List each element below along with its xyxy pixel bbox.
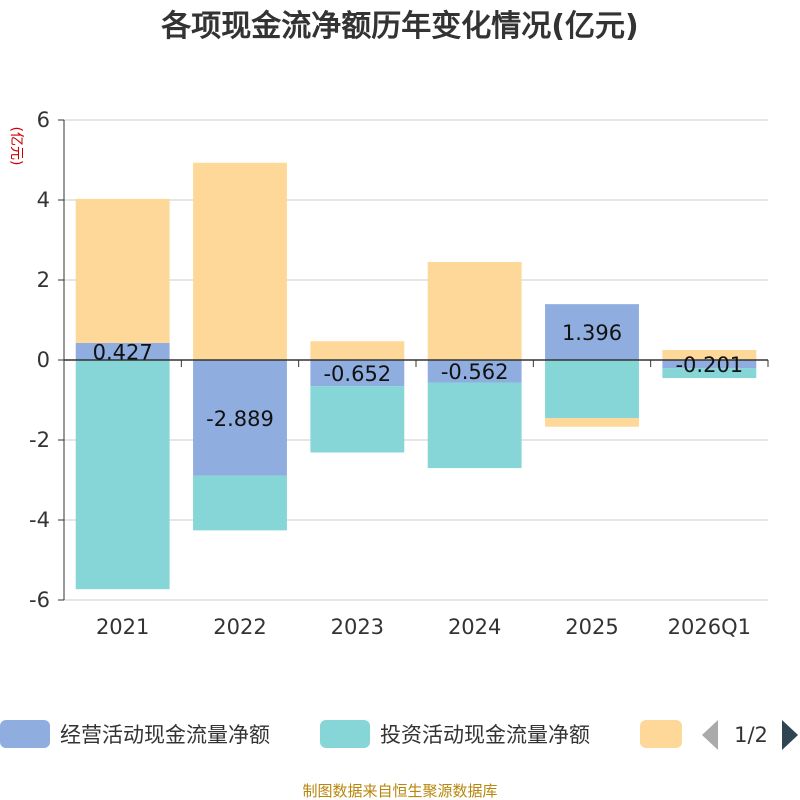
y-tick-label: 2	[37, 268, 50, 292]
legend-label: 经营活动现金流量净额	[60, 723, 270, 747]
x-tick-label: 2026Q1	[668, 615, 751, 639]
chart-title: 各项现金流净额历年变化情况(亿元)	[160, 9, 638, 44]
bar-segment	[193, 360, 287, 476]
y-tick-label: 4	[37, 188, 50, 212]
data-label: -0.652	[323, 362, 391, 386]
bar-segment	[75, 342, 170, 360]
bar-segment	[427, 382, 522, 469]
data-label: 1.396	[562, 321, 622, 345]
legend-page-indicator: 1/2	[734, 723, 768, 747]
x-tick-label: 2025	[565, 615, 618, 639]
bar-segment	[310, 360, 405, 387]
bar-segment	[545, 304, 639, 360]
bar-segment	[75, 198, 170, 343]
bar-segment	[662, 350, 757, 360]
bar-segment	[427, 360, 522, 383]
x-tick-label: 2021	[96, 615, 149, 639]
x-tick-label: 2023	[331, 615, 384, 639]
legend-swatch	[320, 720, 370, 748]
bar-segment	[662, 368, 757, 379]
footer-source: 制图数据来自恒生聚源数据库	[302, 782, 497, 800]
y-tick-label: -4	[29, 508, 50, 532]
data-label: -2.889	[206, 407, 274, 431]
legend: 经营活动现金流量净额 投资活动现金流量净额 1/2	[0, 720, 798, 750]
data-labels: 0.427 -2.889 -0.652 -0.562 1.396 -0.201	[93, 321, 744, 431]
bar-segment	[427, 262, 522, 360]
bar-segment	[662, 360, 757, 369]
y-tick-label: -6	[29, 588, 50, 612]
x-tick-label: 2022	[213, 615, 266, 639]
y-tick-label: 0	[37, 348, 50, 372]
data-label: -0.562	[441, 360, 509, 384]
y-tick-label: 6	[37, 108, 50, 132]
bar-segment	[193, 475, 287, 531]
legend-swatch	[640, 720, 682, 748]
y-tick-label: -2	[29, 428, 50, 452]
legend-label: 投资活动现金流量净额	[380, 723, 590, 747]
bar-segment	[310, 341, 405, 360]
axes: 6 4 2 0 -2 -4 -6 2021 2022 2023 2024 2025 2026Q1	[29, 108, 769, 639]
bar-segment	[545, 360, 639, 418]
triangle-left-icon[interactable]	[702, 720, 718, 750]
x-tick-label: 2024	[448, 615, 501, 639]
bar-segment	[545, 418, 639, 427]
legend-swatch	[0, 720, 50, 748]
data-label: -0.201	[675, 353, 743, 377]
data-label: 0.427	[93, 340, 153, 364]
bar-segment	[310, 386, 405, 453]
bar-segment	[75, 360, 170, 590]
bars	[75, 162, 757, 590]
bar-segment	[193, 162, 287, 360]
y-axis-label: (亿元)	[8, 127, 24, 166]
triangle-right-icon[interactable]	[782, 720, 798, 750]
